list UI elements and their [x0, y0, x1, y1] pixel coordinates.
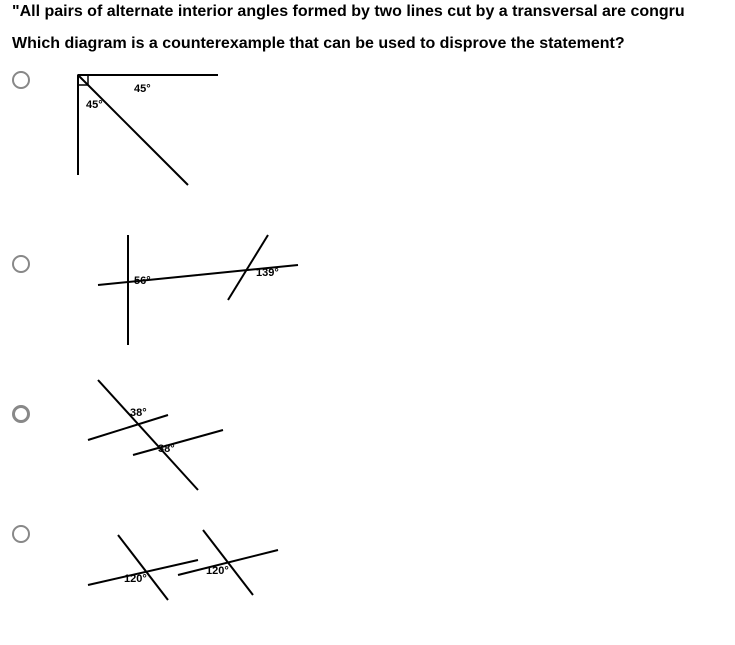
radio-c[interactable]: [12, 405, 30, 423]
option-b[interactable]: 56° 139°: [12, 215, 735, 365]
option-c[interactable]: 38° 38°: [12, 365, 735, 515]
radio-d[interactable]: [12, 525, 30, 543]
radio-b[interactable]: [12, 255, 30, 273]
options-container: 45° 45° 56° 139° 38° 38°: [0, 65, 735, 615]
question-text: Which diagram is a counterexample that c…: [0, 31, 735, 65]
diagram-c: 38° 38°: [68, 365, 268, 505]
option-a[interactable]: 45° 45°: [12, 65, 735, 215]
diagram-d: 120° 120°: [68, 515, 308, 605]
angle-a-1: 45°: [134, 83, 151, 95]
radio-a[interactable]: [12, 71, 30, 89]
angle-b-2: 139°: [256, 267, 279, 279]
angle-b-1: 56°: [134, 275, 151, 287]
angle-c-1: 38°: [130, 407, 147, 419]
diagram-b: 56° 139°: [68, 215, 328, 355]
angle-c-2: 38°: [158, 443, 175, 455]
angle-a-2: 45°: [86, 99, 103, 111]
statement-text: "All pairs of alternate interior angles …: [0, 0, 735, 31]
angle-d-2: 120°: [206, 565, 229, 577]
option-d[interactable]: 120° 120°: [12, 515, 735, 615]
angle-d-1: 120°: [124, 573, 147, 585]
diagram-a: 45° 45°: [48, 65, 248, 205]
